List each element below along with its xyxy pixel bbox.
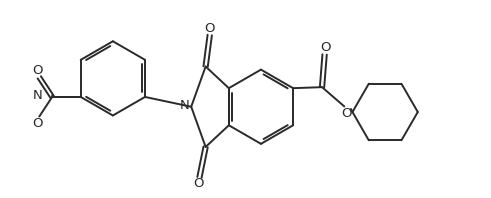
Text: N: N (33, 89, 43, 102)
Text: O: O (32, 64, 43, 77)
Text: O: O (321, 41, 331, 54)
Text: O: O (193, 177, 204, 190)
Text: O: O (205, 22, 215, 35)
Text: O: O (32, 117, 43, 130)
Text: N: N (180, 99, 190, 112)
Text: •: • (50, 92, 55, 101)
Text: O: O (342, 107, 352, 120)
